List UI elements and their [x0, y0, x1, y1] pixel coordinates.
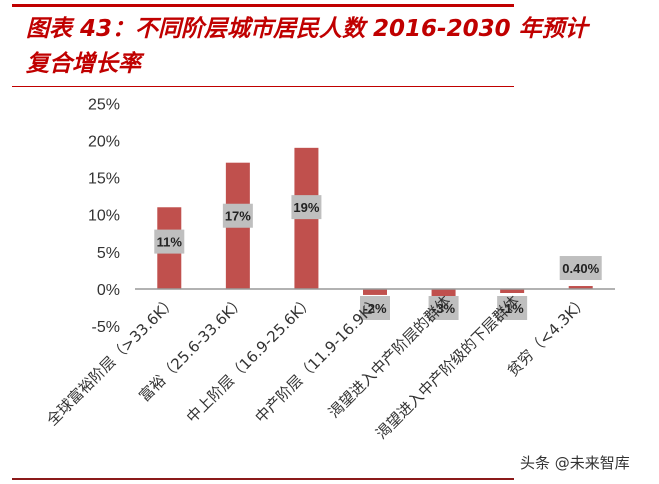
y-tick-label: 25% [88, 96, 120, 113]
top-rule [12, 4, 514, 7]
x-tick-label: 中产阶层（11.9-16.9K） [251, 292, 385, 426]
bottom-rule [12, 478, 514, 480]
y-tick-label: 5% [97, 245, 120, 262]
bar [568, 286, 593, 289]
y-tick-label: 0% [97, 282, 120, 299]
data-label: -2% [363, 301, 387, 316]
data-label-box [360, 296, 390, 320]
bar [363, 289, 387, 295]
data-label-box [154, 229, 185, 254]
data-label: 11% [157, 235, 183, 250]
bar [431, 289, 456, 298]
data-label: 0.40% [562, 261, 599, 276]
data-label: 17% [225, 209, 251, 224]
data-label: 19% [293, 200, 319, 215]
data-label: -3% [432, 301, 456, 316]
data-label: -1% [501, 301, 525, 316]
x-tick-label: 全球富裕阶层（>33.6K） [43, 292, 180, 429]
y-tick-label: -5% [92, 319, 120, 336]
data-label-box [428, 296, 459, 320]
y-tick-label: 15% [88, 171, 120, 188]
watermark: 头条 @未来智库 [520, 454, 630, 472]
chart-title-line-2: 复合增长率 [26, 51, 141, 77]
data-label-box [497, 296, 528, 320]
data-label-box [222, 203, 253, 228]
chart-title-line-1: 图表 43：不同阶层城市居民人数 2016-2030 年预计 [26, 16, 588, 42]
title-rule [12, 86, 514, 87]
data-label-box [291, 195, 322, 220]
y-tick-label: 10% [88, 208, 120, 225]
data-label-box [559, 256, 602, 281]
y-tick-label: 20% [88, 133, 120, 150]
bar [500, 289, 525, 293]
x-tick-label: 中上阶层（16.9-25.6K） [183, 292, 317, 426]
